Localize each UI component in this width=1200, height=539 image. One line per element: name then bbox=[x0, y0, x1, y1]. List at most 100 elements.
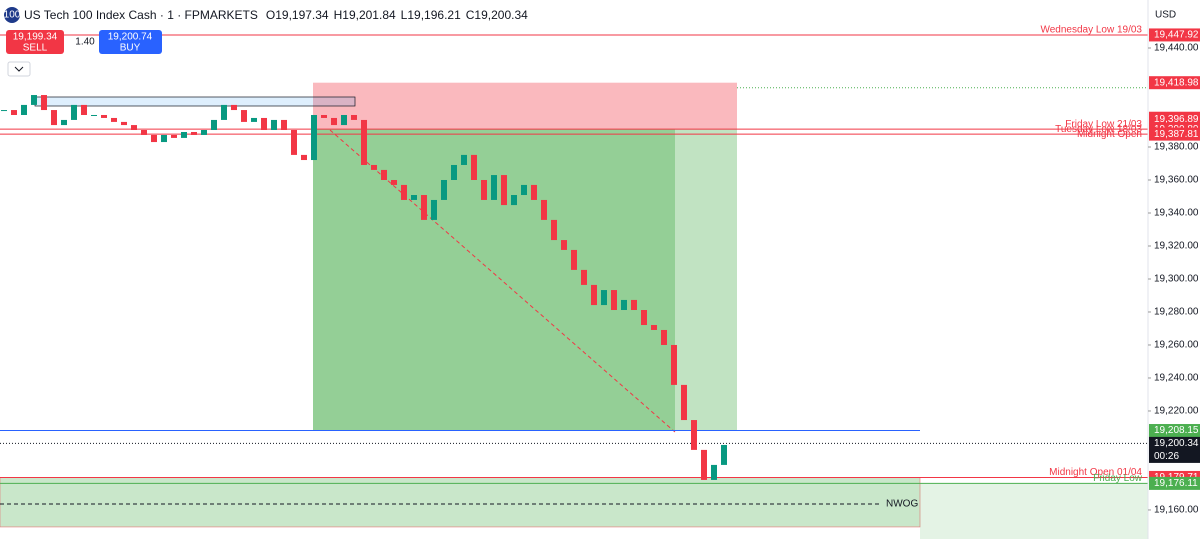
candle bbox=[11, 110, 17, 115]
price-tag-label: 19,200.34 bbox=[1154, 438, 1199, 449]
candle bbox=[71, 104, 77, 120]
buy-button[interactable] bbox=[99, 30, 162, 54]
level-label: Midnight Open 01/04 bbox=[1049, 467, 1142, 478]
ohlc-label: C bbox=[466, 8, 475, 22]
candle bbox=[101, 114, 107, 118]
level-label: Tuesday Low 18/03 bbox=[1055, 124, 1142, 135]
candle bbox=[311, 114, 317, 161]
candle bbox=[661, 329, 667, 345]
candle bbox=[201, 130, 207, 135]
candle bbox=[671, 344, 677, 385]
sell-label: SELL bbox=[23, 43, 48, 54]
ohlc-label: O bbox=[266, 8, 275, 22]
candle bbox=[461, 154, 467, 165]
candle bbox=[81, 104, 87, 115]
tick-label: 19,300.00 bbox=[1154, 274, 1199, 285]
price-tag-label: 19,396.89 bbox=[1154, 114, 1199, 125]
candle bbox=[151, 134, 157, 143]
candle bbox=[541, 199, 547, 220]
candle bbox=[21, 104, 27, 115]
candle bbox=[171, 134, 177, 138]
price-tag-label: 19,208.15 bbox=[1154, 425, 1199, 436]
range-box bbox=[34, 96, 356, 107]
countdown: 00:26 bbox=[1154, 451, 1179, 462]
candle bbox=[291, 130, 297, 155]
candle bbox=[411, 195, 417, 200]
candle bbox=[1, 110, 7, 112]
tick-label: 19,340.00 bbox=[1154, 208, 1199, 219]
candle bbox=[191, 131, 197, 135]
tick-label: 19,360.00 bbox=[1154, 175, 1199, 186]
candle bbox=[691, 420, 697, 450]
sell-button[interactable] bbox=[6, 30, 64, 54]
price-tag-label: 19,447.92 bbox=[1154, 30, 1199, 41]
level-label: Wednesday Low 19/03 bbox=[1040, 25, 1142, 36]
buy-label: BUY bbox=[120, 43, 141, 54]
candle bbox=[331, 117, 337, 126]
price-tag bbox=[1149, 28, 1200, 42]
symbol-name: US Tech 100 Index Cash · 1 · FPMARKETS bbox=[24, 8, 258, 22]
candle bbox=[621, 299, 627, 311]
candle bbox=[361, 119, 367, 165]
price-tag bbox=[1149, 76, 1200, 90]
price-tag-label: 19,176.11 bbox=[1154, 478, 1198, 489]
price-tag bbox=[1149, 127, 1200, 141]
candle bbox=[551, 219, 557, 241]
candle bbox=[131, 125, 137, 131]
ohlc-value: 19,200.34 bbox=[474, 8, 528, 22]
ohlc-label: L bbox=[401, 8, 408, 22]
candle bbox=[251, 117, 257, 122]
tick-label: 19,380.00 bbox=[1154, 142, 1199, 153]
candle bbox=[481, 179, 487, 200]
level-label: Friday Low 21/03 bbox=[1065, 119, 1142, 130]
tick-label: 19,320.00 bbox=[1154, 241, 1199, 252]
tick-label: 19,160.00 bbox=[1154, 505, 1199, 516]
candle bbox=[681, 384, 687, 421]
ohlc-value: 19,201.84 bbox=[342, 8, 396, 22]
currency: USD bbox=[1155, 10, 1176, 21]
candle bbox=[701, 449, 707, 480]
candle bbox=[211, 119, 217, 131]
candle bbox=[121, 121, 127, 126]
symbol-header: US Tech 100 Index Cash · 1 · FPMARKETS O1… bbox=[24, 8, 528, 22]
price-tag-label: 19,387.81 bbox=[1154, 129, 1199, 140]
candle bbox=[401, 184, 407, 200]
ohlc-value: 19,197.34 bbox=[275, 8, 329, 22]
candle bbox=[431, 199, 437, 220]
price-tag bbox=[1149, 436, 1200, 463]
candle bbox=[281, 119, 287, 131]
candle bbox=[61, 119, 67, 126]
symbol-icon-text: 100 bbox=[4, 10, 21, 21]
candle bbox=[321, 114, 327, 118]
ohlc-label: H bbox=[334, 8, 343, 22]
buy-price: 19,200.74 bbox=[108, 32, 153, 43]
nwog-label: NWOG bbox=[886, 499, 918, 510]
candle bbox=[531, 184, 537, 200]
candle bbox=[441, 179, 447, 200]
tick-label: 19,240.00 bbox=[1154, 373, 1199, 384]
candle bbox=[341, 114, 347, 126]
candle bbox=[41, 95, 47, 111]
level-label: Friday Low bbox=[1093, 473, 1143, 484]
spread: 1.40 bbox=[75, 37, 95, 48]
tick-label: 19,280.00 bbox=[1154, 307, 1199, 318]
candle bbox=[591, 284, 597, 306]
candle bbox=[631, 299, 637, 311]
candle bbox=[301, 154, 307, 161]
zone-extension bbox=[920, 483, 1148, 539]
candle bbox=[471, 154, 477, 180]
candle bbox=[491, 175, 497, 200]
candle bbox=[721, 444, 727, 465]
candle bbox=[221, 104, 227, 120]
candle bbox=[421, 195, 427, 220]
collapse-button[interactable] bbox=[7, 61, 31, 77]
candle bbox=[241, 110, 247, 122]
candle bbox=[571, 249, 577, 270]
target-zone bbox=[313, 129, 675, 431]
level-label: Midnight Open bbox=[1077, 129, 1142, 140]
candle bbox=[501, 175, 507, 206]
candle bbox=[601, 290, 607, 306]
tick-label: 19,260.00 bbox=[1154, 340, 1199, 351]
